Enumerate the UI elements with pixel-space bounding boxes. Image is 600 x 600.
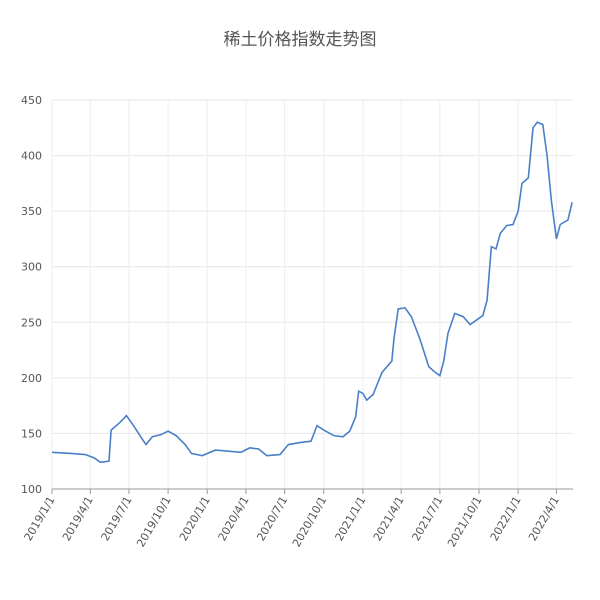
x-tick-label: 2019/1/1 xyxy=(22,494,58,543)
chart-title: 稀土价格指数走势图 xyxy=(224,30,377,50)
x-tick-label: 2021/10/1 xyxy=(445,494,484,549)
y-tick-label: 200 xyxy=(21,372,42,385)
x-tick-label: 2019/4/1 xyxy=(60,494,96,543)
line xyxy=(51,121,573,464)
y-tick-label: 400 xyxy=(21,150,42,163)
x-tick-label: 2019/10/1 xyxy=(134,494,173,549)
x-tick-label: 2021/4/1 xyxy=(371,494,407,543)
x-tick-label: 2021/1/1 xyxy=(333,494,369,543)
x-tick-label: 2022/4/1 xyxy=(526,494,562,543)
x-tick-label: 2020/7/1 xyxy=(254,494,290,543)
x-tick-label: 2019/7/1 xyxy=(99,494,135,543)
x-tick-label: 2020/4/1 xyxy=(216,494,252,543)
y-tick-label: 450 xyxy=(21,94,42,107)
y-tick-label: 350 xyxy=(21,205,42,218)
y-tick-label: 100 xyxy=(21,483,42,496)
y-tick-label: 150 xyxy=(21,427,42,440)
x-tick-label: 2022/1/1 xyxy=(488,494,524,543)
y-tick-label: 250 xyxy=(21,316,42,329)
x-tick-label: 2021/7/1 xyxy=(410,494,446,543)
x-tick-label: 2020/1/1 xyxy=(177,494,213,543)
x-tick-label: 2020/10/1 xyxy=(290,494,329,549)
y-tick-label: 300 xyxy=(21,261,42,274)
